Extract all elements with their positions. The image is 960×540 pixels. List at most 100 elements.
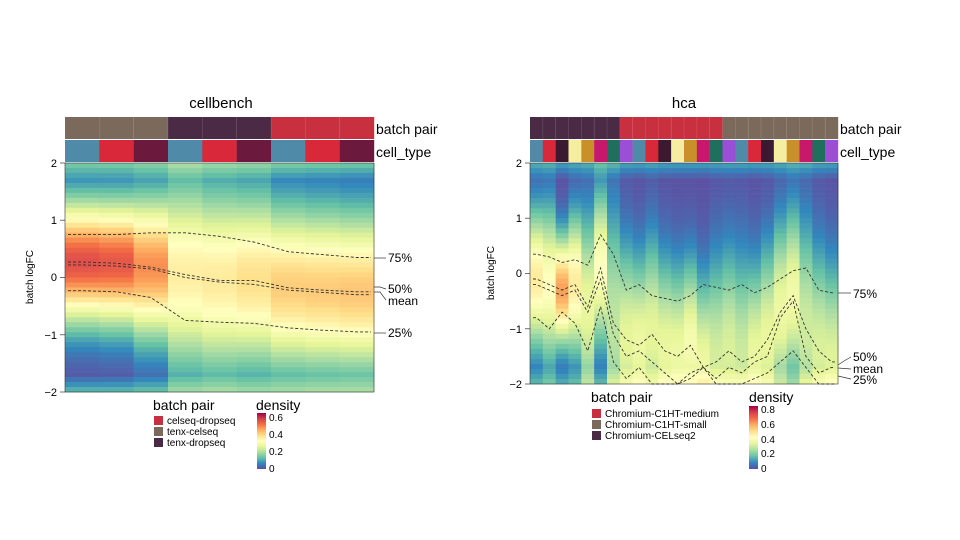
density-cell bbox=[339, 227, 375, 233]
density-cell bbox=[825, 258, 839, 264]
density-cell bbox=[339, 372, 375, 378]
density-cell bbox=[168, 377, 203, 383]
cell-type-cell bbox=[133, 140, 169, 162]
density-cell bbox=[339, 332, 375, 338]
density-cell bbox=[632, 358, 646, 365]
density-cell bbox=[735, 318, 749, 325]
density-cell bbox=[65, 202, 100, 209]
density-cell bbox=[236, 387, 272, 393]
density-cell bbox=[773, 353, 787, 360]
density-cell bbox=[594, 348, 608, 355]
density-cell bbox=[305, 367, 340, 373]
density-cell bbox=[555, 368, 569, 375]
density-cell bbox=[339, 287, 375, 293]
density-cell bbox=[305, 237, 340, 243]
cell-type-cell bbox=[236, 140, 272, 162]
cell-type-cell bbox=[339, 140, 375, 162]
density-cell bbox=[305, 352, 340, 358]
density-cell bbox=[825, 283, 839, 289]
density-cell bbox=[99, 342, 134, 348]
density-cell bbox=[684, 373, 698, 380]
density-cell bbox=[168, 287, 203, 293]
density-cell bbox=[581, 363, 595, 370]
density-cell bbox=[696, 353, 710, 360]
density-cell bbox=[305, 357, 340, 363]
density-cell bbox=[773, 193, 787, 199]
cell-type-cell bbox=[632, 140, 646, 162]
density-cell bbox=[542, 313, 556, 320]
density-cell bbox=[722, 223, 736, 229]
density-cell bbox=[530, 273, 544, 279]
density-cell bbox=[735, 258, 749, 264]
density-cell bbox=[671, 343, 685, 350]
density-cell bbox=[168, 297, 203, 303]
batch-pair-cell bbox=[773, 117, 787, 139]
density-cell bbox=[812, 168, 826, 174]
density-cell bbox=[632, 223, 646, 229]
density-cell bbox=[722, 348, 736, 355]
density-cell bbox=[339, 282, 375, 288]
density-cell bbox=[748, 203, 762, 209]
density-cell bbox=[658, 293, 672, 299]
density-cell bbox=[658, 283, 672, 289]
density-cell bbox=[722, 198, 736, 204]
density-cell bbox=[825, 328, 839, 335]
density-cell bbox=[722, 233, 736, 239]
density-cell bbox=[761, 333, 775, 340]
density-cell bbox=[645, 353, 659, 360]
density-cell bbox=[236, 262, 272, 268]
density-cell bbox=[735, 323, 749, 330]
batch-pair-cell bbox=[607, 117, 621, 139]
density-cell bbox=[202, 362, 237, 368]
density-cell bbox=[271, 382, 306, 388]
density-cell bbox=[812, 353, 826, 360]
density-cell bbox=[825, 238, 839, 244]
density-cell bbox=[825, 343, 839, 350]
density-cell bbox=[594, 263, 608, 269]
density-cell bbox=[696, 163, 710, 169]
density-cell bbox=[786, 363, 800, 370]
panel-hca: hca batch pair cell_type 2 1 0 −1 −2 bat… bbox=[486, 95, 902, 475]
density-cell bbox=[202, 377, 237, 383]
density-cell bbox=[339, 342, 375, 348]
density-cell bbox=[594, 298, 608, 304]
density-cell bbox=[568, 353, 582, 360]
density-cell bbox=[99, 212, 134, 219]
density-cell bbox=[202, 242, 237, 248]
density-cell bbox=[271, 237, 306, 243]
density-cell bbox=[530, 293, 544, 299]
density-cell bbox=[645, 168, 659, 174]
density-cell bbox=[594, 233, 608, 239]
density-cell bbox=[594, 208, 608, 214]
density-cell bbox=[709, 278, 723, 284]
density-cell bbox=[658, 333, 672, 340]
density-cell bbox=[632, 298, 646, 304]
density-cell bbox=[133, 197, 169, 204]
density-cell bbox=[65, 367, 100, 373]
density-cell bbox=[812, 288, 826, 294]
density-cell bbox=[236, 217, 272, 224]
density-cell bbox=[684, 358, 698, 365]
density-cell bbox=[305, 312, 340, 318]
density-cell bbox=[581, 183, 595, 189]
density-cell bbox=[305, 242, 340, 248]
cell-type-cell bbox=[684, 140, 698, 162]
density-cell bbox=[236, 227, 272, 233]
density-cell bbox=[542, 183, 556, 189]
density-cell bbox=[133, 337, 169, 343]
density-tick: 0 bbox=[761, 464, 767, 475]
density-cell bbox=[825, 358, 839, 365]
density-cell bbox=[709, 218, 723, 224]
density-cell bbox=[696, 243, 710, 249]
density-cell bbox=[671, 308, 685, 314]
density-cell bbox=[825, 213, 839, 219]
density-cell bbox=[645, 348, 659, 355]
density-cell bbox=[684, 368, 698, 375]
batch-pair-cell bbox=[825, 117, 839, 139]
density-cell bbox=[202, 317, 237, 323]
density-legend: density 0.6 0.4 0.2 0 bbox=[256, 397, 300, 475]
density-cell bbox=[658, 198, 672, 204]
density-cell bbox=[99, 377, 134, 383]
density-cell bbox=[722, 318, 736, 325]
